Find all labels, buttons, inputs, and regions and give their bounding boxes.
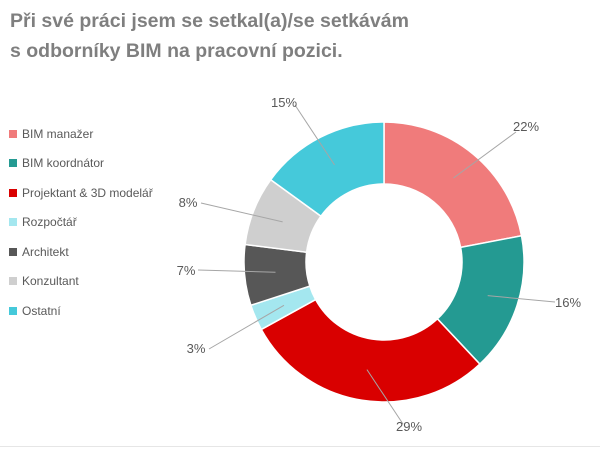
legend-label: Ostatní bbox=[22, 303, 61, 318]
leader-line-ostatni bbox=[294, 104, 335, 166]
legend-label: BIM manažer bbox=[22, 126, 94, 141]
data-label-bim-manazer: 22% bbox=[513, 119, 539, 134]
leader-line-bim-manazer bbox=[453, 131, 517, 179]
leader-line-rozpoctar bbox=[208, 304, 285, 350]
leader-line-bim-koordnator bbox=[487, 295, 556, 303]
legend-label: Rozpočtář bbox=[22, 215, 77, 230]
slice-projektant-3d-modelar bbox=[260, 298, 481, 403]
legend-item-bim-koordnator: BIM koordnátor bbox=[9, 149, 153, 179]
legend-item-konzultant: Konzultant bbox=[9, 267, 153, 297]
leader-line-projektant-3d-modelar bbox=[366, 369, 404, 425]
data-label-projektant-3d-modelar: 29% bbox=[396, 419, 422, 434]
legend-swatch bbox=[9, 306, 17, 315]
chart-legend: BIM manažer BIM koordnátor Projektant & 3D… bbox=[9, 119, 153, 326]
leader-lines bbox=[197, 104, 556, 425]
legend-swatch bbox=[9, 188, 17, 197]
legend-label: Konzultant bbox=[22, 274, 79, 289]
slice-ostatni bbox=[269, 121, 385, 218]
legend-item-architekt: Architekt bbox=[9, 237, 153, 267]
legend-item-rozpoctar: Rozpočtář bbox=[9, 208, 153, 238]
leader-line-konzultant bbox=[200, 202, 283, 223]
legend-item-projektant-3d-modelar: Projektant & 3D modelář bbox=[9, 178, 153, 208]
data-label-ostatni: 15% bbox=[271, 95, 297, 110]
data-label-bim-koordnator: 16% bbox=[555, 295, 581, 310]
chart-title: Při své práci jsem se setkal(a)/se setká… bbox=[10, 6, 409, 66]
legend-swatch bbox=[9, 159, 17, 168]
data-label-rozpoctar: 3% bbox=[187, 341, 206, 356]
data-label-konzultant: 8% bbox=[179, 195, 198, 210]
legend-label: Architekt bbox=[22, 244, 69, 259]
legend-label: Projektant & 3D modelář bbox=[22, 185, 153, 200]
legend-item-bim-manazer: BIM manažer bbox=[9, 119, 153, 149]
legend-label: BIM koordnátor bbox=[22, 156, 105, 171]
legend-swatch bbox=[9, 218, 17, 227]
legend-swatch bbox=[9, 129, 17, 138]
legend-item-ostatni: Ostatní bbox=[9, 296, 153, 326]
chart-title-line-2: s odborníky BIM na pracovní pozici. bbox=[10, 40, 343, 62]
chart-title-line-1: Při své práci jsem se setkal(a)/se setká… bbox=[10, 10, 409, 32]
donut-slices bbox=[243, 121, 525, 403]
leader-line-architekt bbox=[197, 269, 276, 273]
slice-bim-manazer bbox=[383, 121, 523, 249]
data-label-architekt: 7% bbox=[177, 263, 196, 278]
bottom-divider bbox=[0, 446, 600, 447]
data-labels: 22% 16% 29% 3% 7% 8% 15% bbox=[177, 95, 582, 434]
legend-swatch bbox=[9, 247, 17, 256]
legend-swatch bbox=[9, 277, 17, 286]
